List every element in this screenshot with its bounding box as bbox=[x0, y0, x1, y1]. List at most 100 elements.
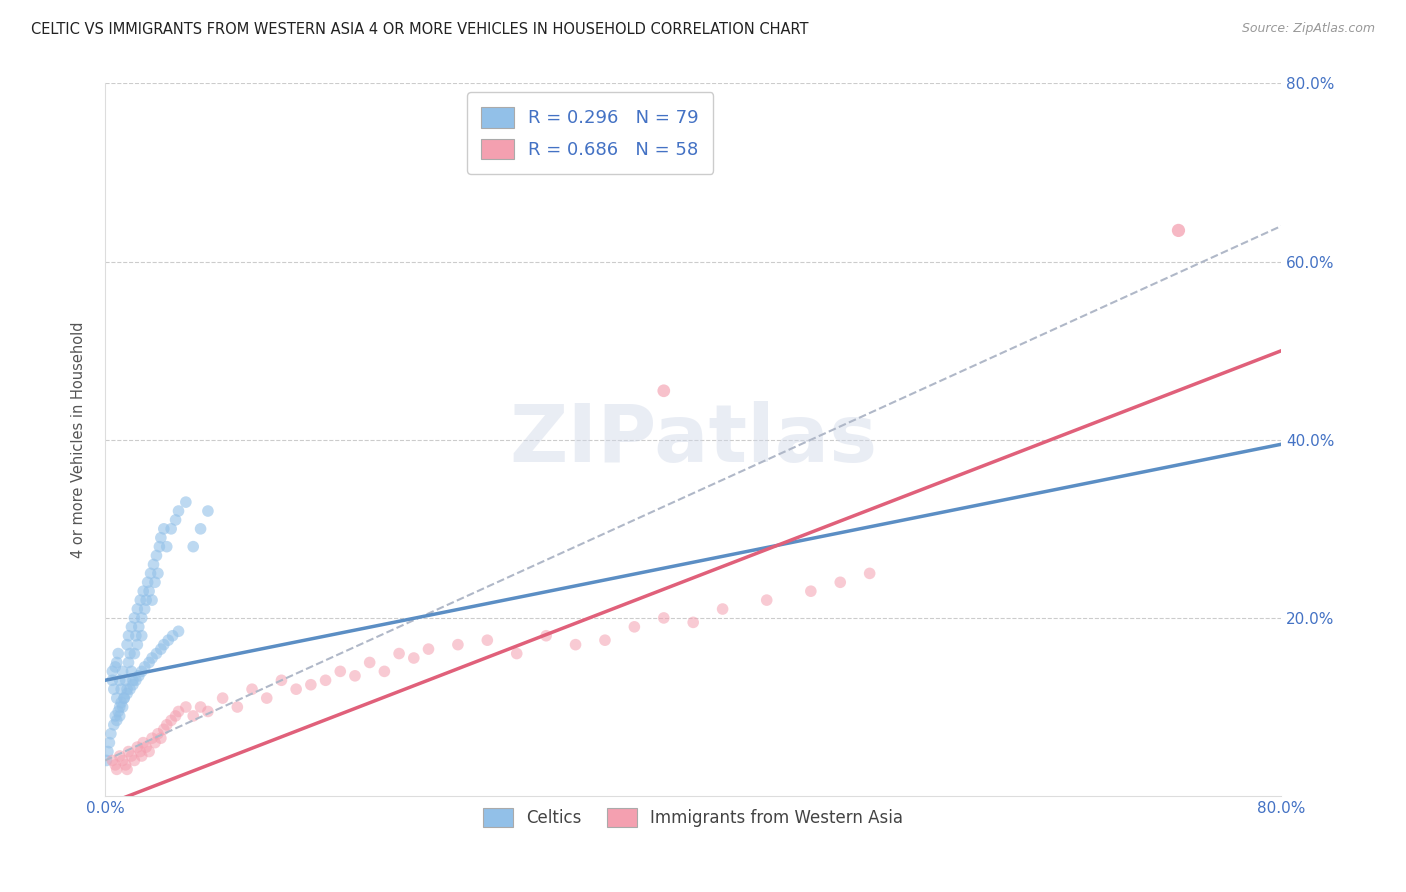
Point bbox=[127, 602, 149, 616]
Point bbox=[118, 682, 141, 697]
Point bbox=[534, 629, 557, 643]
Point bbox=[138, 584, 160, 599]
Point bbox=[105, 763, 128, 777]
Point bbox=[197, 705, 219, 719]
Point bbox=[174, 495, 197, 509]
Point bbox=[1167, 223, 1189, 237]
Point bbox=[402, 651, 425, 665]
Point bbox=[103, 718, 125, 732]
Point bbox=[117, 656, 139, 670]
Point bbox=[122, 673, 145, 688]
Point bbox=[134, 602, 156, 616]
Text: CELTIC VS IMMIGRANTS FROM WESTERN ASIA 4 OR MORE VEHICLES IN HOUSEHOLD CORRELATI: CELTIC VS IMMIGRANTS FROM WESTERN ASIA 4… bbox=[31, 22, 808, 37]
Point bbox=[160, 714, 183, 728]
Point bbox=[115, 638, 138, 652]
Point bbox=[682, 615, 704, 630]
Point bbox=[124, 611, 146, 625]
Point bbox=[240, 682, 263, 697]
Point bbox=[593, 633, 616, 648]
Point bbox=[157, 633, 180, 648]
Point bbox=[153, 522, 176, 536]
Point bbox=[190, 522, 212, 536]
Point bbox=[359, 656, 381, 670]
Point bbox=[315, 673, 337, 688]
Point bbox=[138, 656, 160, 670]
Point bbox=[134, 660, 156, 674]
Point bbox=[101, 673, 124, 688]
Point bbox=[652, 384, 675, 398]
Point bbox=[104, 758, 127, 772]
Point bbox=[148, 540, 170, 554]
Point bbox=[129, 593, 152, 607]
Point bbox=[388, 647, 411, 661]
Point bbox=[190, 700, 212, 714]
Point bbox=[111, 700, 134, 714]
Point bbox=[149, 731, 172, 746]
Point bbox=[110, 696, 132, 710]
Point bbox=[477, 633, 499, 648]
Point bbox=[114, 673, 136, 688]
Point bbox=[112, 691, 135, 706]
Point bbox=[115, 687, 138, 701]
Point bbox=[623, 620, 645, 634]
Point bbox=[755, 593, 778, 607]
Text: ZIPatlas: ZIPatlas bbox=[509, 401, 877, 479]
Point bbox=[181, 709, 204, 723]
Point bbox=[115, 682, 138, 697]
Point bbox=[112, 691, 135, 706]
Point bbox=[141, 731, 163, 746]
Point bbox=[100, 727, 122, 741]
Point bbox=[132, 584, 155, 599]
Point bbox=[118, 647, 141, 661]
Point bbox=[114, 758, 136, 772]
Point bbox=[143, 736, 166, 750]
Point bbox=[128, 620, 150, 634]
Point bbox=[162, 629, 184, 643]
Point bbox=[506, 647, 529, 661]
Point bbox=[181, 540, 204, 554]
Y-axis label: 4 or more Vehicles in Household: 4 or more Vehicles in Household bbox=[72, 321, 86, 558]
Point bbox=[165, 513, 187, 527]
Point bbox=[120, 620, 142, 634]
Point bbox=[165, 709, 187, 723]
Point bbox=[143, 575, 166, 590]
Point bbox=[285, 682, 308, 697]
Point bbox=[127, 740, 149, 755]
Point bbox=[105, 714, 128, 728]
Point bbox=[96, 754, 118, 768]
Text: Source: ZipAtlas.com: Source: ZipAtlas.com bbox=[1241, 22, 1375, 36]
Point bbox=[108, 749, 131, 764]
Point bbox=[299, 678, 322, 692]
Point bbox=[103, 682, 125, 697]
Point bbox=[830, 575, 852, 590]
Point bbox=[142, 558, 165, 572]
Point bbox=[101, 754, 124, 768]
Point bbox=[131, 611, 153, 625]
Point bbox=[145, 549, 167, 563]
Point bbox=[131, 749, 153, 764]
Point bbox=[153, 638, 176, 652]
Legend: Celtics, Immigrants from Western Asia: Celtics, Immigrants from Western Asia bbox=[477, 802, 910, 834]
Point bbox=[127, 638, 149, 652]
Point bbox=[108, 709, 131, 723]
Point bbox=[117, 629, 139, 643]
Point bbox=[128, 669, 150, 683]
Point bbox=[711, 602, 734, 616]
Point bbox=[105, 691, 128, 706]
Point bbox=[226, 700, 249, 714]
Point bbox=[652, 611, 675, 625]
Point bbox=[160, 522, 183, 536]
Point bbox=[98, 736, 121, 750]
Point bbox=[138, 745, 160, 759]
Point bbox=[156, 718, 179, 732]
Point bbox=[146, 566, 169, 581]
Point bbox=[373, 665, 395, 679]
Point bbox=[800, 584, 823, 599]
Point bbox=[149, 531, 172, 545]
Point bbox=[167, 504, 190, 518]
Point bbox=[110, 682, 132, 697]
Point bbox=[153, 723, 176, 737]
Point bbox=[129, 745, 152, 759]
Point bbox=[111, 665, 134, 679]
Point bbox=[101, 665, 124, 679]
